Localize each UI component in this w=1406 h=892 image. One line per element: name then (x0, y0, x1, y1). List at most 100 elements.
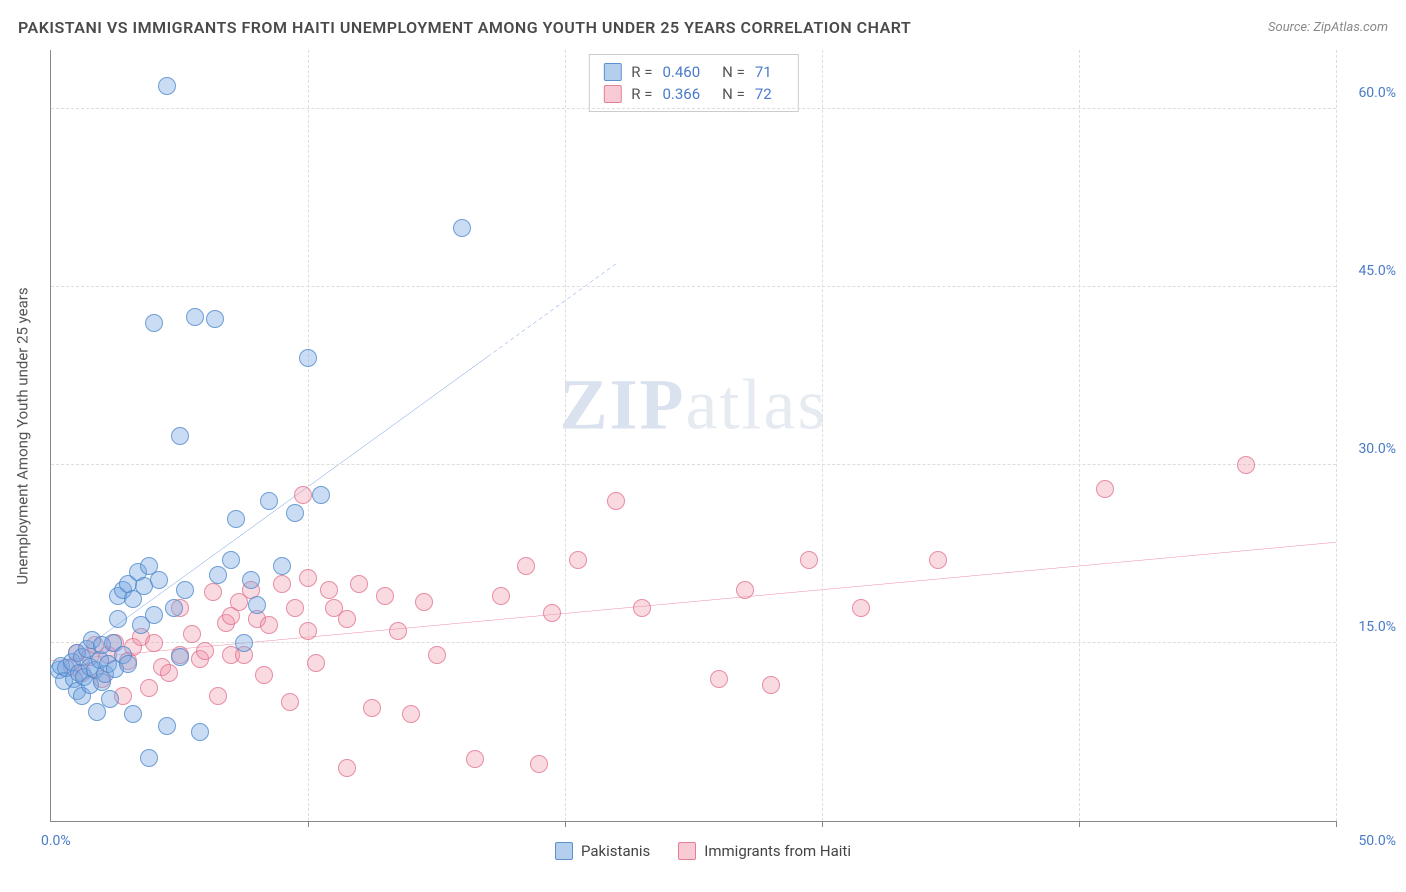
stats-row-blue: R = 0.460 N = 71 (603, 61, 783, 83)
scatter-point-blue (227, 510, 245, 528)
header: PAKISTANI VS IMMIGRANTS FROM HAITI UNEMP… (18, 18, 1388, 37)
scatter-point-pink (196, 642, 214, 660)
scatter-point-pink (160, 664, 178, 682)
scatter-point-pink (350, 575, 368, 593)
swatch-blue (603, 63, 621, 81)
scatter-point-pink (299, 569, 317, 587)
scatter-point-blue (235, 634, 253, 652)
legend-label-blue: Pakistanis (581, 842, 650, 860)
scatter-point-blue (299, 349, 317, 367)
scatter-point-blue (273, 557, 291, 575)
legend-item-blue: Pakistanis (555, 842, 650, 860)
gridline-v (1079, 50, 1080, 821)
swatch-pink (678, 842, 696, 860)
scatter-point-pink (363, 699, 381, 717)
scatter-point-blue (209, 566, 227, 584)
legend-item-pink: Immigrants from Haiti (678, 842, 851, 860)
scatter-point-blue (248, 596, 266, 614)
scatter-point-pink (338, 610, 356, 628)
gridline-v (822, 50, 823, 821)
scatter-point-blue (119, 655, 137, 673)
legend-label-pink: Immigrants from Haiti (704, 842, 851, 860)
stats-row-pink: R = 0.366 N = 72 (603, 83, 783, 105)
scatter-point-pink (376, 587, 394, 605)
x-tick-mark (565, 821, 566, 827)
scatter-point-pink (530, 755, 548, 773)
series-legend: Pakistanis Immigrants from Haiti (555, 842, 851, 860)
scatter-point-pink (140, 679, 158, 697)
scatter-point-blue (171, 427, 189, 445)
scatter-point-blue (312, 486, 330, 504)
gridline-h (51, 286, 1336, 287)
scatter-point-pink (466, 750, 484, 768)
scatter-point-pink (929, 551, 947, 569)
scatter-point-pink (736, 581, 754, 599)
scatter-point-pink (800, 551, 818, 569)
scatter-point-pink (204, 583, 222, 601)
y-axis-label-container: Unemployment Among Youth under 25 years (8, 60, 38, 812)
trend-lines (51, 50, 1336, 821)
scatter-point-pink (209, 687, 227, 705)
scatter-point-pink (1096, 480, 1114, 498)
x-tick-mark (1336, 821, 1337, 827)
scatter-point-pink (299, 622, 317, 640)
scatter-point-pink (569, 551, 587, 569)
scatter-point-blue (186, 308, 204, 326)
scatter-point-blue (453, 219, 471, 237)
scatter-point-pink (145, 634, 163, 652)
gridline-v (308, 50, 309, 821)
scatter-point-pink (543, 604, 561, 622)
y-tick-label: 45.0% (1341, 263, 1396, 279)
scatter-point-blue (150, 571, 168, 589)
scatter-point-pink (389, 622, 407, 640)
scatter-point-blue (158, 717, 176, 735)
x-tick-mark (308, 821, 309, 827)
scatter-point-blue (286, 504, 304, 522)
scatter-point-pink (415, 593, 433, 611)
y-tick-label: 30.0% (1341, 441, 1396, 457)
gridline-h (51, 108, 1336, 109)
scatter-point-pink (183, 625, 201, 643)
scatter-point-pink (320, 581, 338, 599)
scatter-point-pink (428, 646, 446, 664)
gridline-v (565, 50, 566, 821)
scatter-point-pink (852, 599, 870, 617)
scatter-point-pink (492, 587, 510, 605)
y-tick-label: 15.0% (1341, 619, 1396, 635)
scatter-point-pink (260, 616, 278, 634)
scatter-point-pink (286, 599, 304, 617)
scatter-point-blue (260, 492, 278, 510)
scatter-point-pink (338, 759, 356, 777)
swatch-blue (555, 842, 573, 860)
plot-area: ZIPatlas R = 0.460 N = 71 R = 0.366 N = … (50, 50, 1336, 822)
scatter-point-blue (145, 314, 163, 332)
scatter-point-pink (633, 599, 651, 617)
swatch-pink (603, 85, 621, 103)
x-axis-origin-label: 0.0% (41, 833, 71, 849)
scatter-point-pink (281, 693, 299, 711)
stats-legend: R = 0.460 N = 71 R = 0.366 N = 72 (588, 54, 798, 112)
scatter-point-pink (255, 666, 273, 684)
scatter-point-blue (101, 690, 119, 708)
x-axis-end-label: 50.0% (1358, 833, 1396, 849)
source-attribution: Source: ZipAtlas.com (1268, 20, 1388, 35)
chart-title: PAKISTANI VS IMMIGRANTS FROM HAITI UNEMP… (18, 18, 911, 37)
scatter-point-pink (402, 705, 420, 723)
trend-line (488, 264, 617, 357)
scatter-point-blue (140, 749, 158, 767)
y-tick-label: 60.0% (1341, 85, 1396, 101)
scatter-point-blue (124, 705, 142, 723)
scatter-point-pink (607, 492, 625, 510)
scatter-point-blue (165, 599, 183, 617)
scatter-point-pink (517, 557, 535, 575)
scatter-point-blue (109, 610, 127, 628)
scatter-point-blue (222, 551, 240, 569)
scatter-point-blue (206, 310, 224, 328)
gridline-v (1336, 50, 1337, 821)
scatter-point-pink (710, 670, 728, 688)
x-tick-mark (1079, 821, 1080, 827)
scatter-point-pink (294, 486, 312, 504)
scatter-point-pink (307, 654, 325, 672)
y-axis-label: Unemployment Among Youth under 25 years (14, 287, 32, 584)
scatter-point-pink (1237, 456, 1255, 474)
